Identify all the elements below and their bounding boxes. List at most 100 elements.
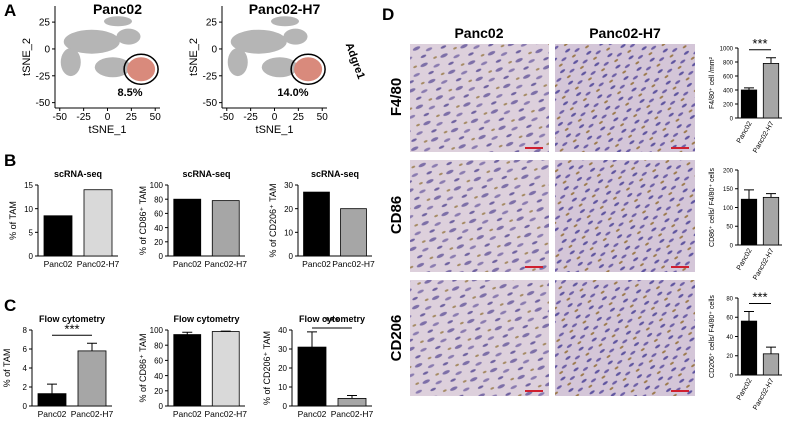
bar [762,196,780,246]
row-label: CD86 [388,196,405,234]
y-tick-label: 0 [289,252,294,261]
y-tick-label: 100 [723,206,734,212]
y-axis-label: % of TAM [2,349,12,388]
x-tick-label: 50 [150,112,162,123]
x-tick-label: Panc02-H7 [331,409,374,419]
y-tick-label: 0 [730,243,734,249]
chart-title: scRNA-seq [54,169,102,179]
cell-cluster [283,28,308,45]
error-bar [307,331,317,348]
x-tick-label: Panc02-H7 [752,247,776,281]
x-tick-label: -50 [220,112,235,123]
bar [303,191,330,257]
y-tick-label: 200 [723,102,734,108]
bar [211,200,240,257]
cell-cluster [261,57,298,78]
cell-cluster [60,48,81,77]
x-tick-label: Panc02-H7 [204,409,247,419]
micrograph [555,280,695,396]
bar [173,198,202,257]
bar [83,189,113,257]
y-tick-label: -50 [203,98,218,109]
x-tick-label: Panc02-H7 [752,377,776,411]
cell-cluster [104,16,132,27]
significance-label: *** [324,314,339,329]
y-axis-label: tSNE_2 [188,38,200,76]
column-label: Panc02-H7 [589,25,661,41]
y-tick-label: 800 [723,60,734,66]
micrograph [410,160,549,272]
chart-title: scRNA-seq [182,169,230,179]
y-tick-label: 40 [154,372,163,381]
x-tick-label: Panc02 [44,259,73,269]
y-tick-label: 0 [283,402,288,411]
cell-cluster [63,29,120,54]
y-tick-label: 0 [29,252,34,261]
y-axis-label: F4/80⁺ cell /mm² [709,56,716,109]
bar [43,215,73,257]
y-axis-label: % of CD206⁺ TAM [262,331,272,405]
y-tick-label: 20 [154,387,163,396]
y-tick-label: 20 [154,238,163,247]
panel-label: C [4,296,16,315]
y-tick-label: 400 [723,88,734,94]
y-tick-label: 10 [284,228,293,237]
cluster-outline [290,53,326,85]
bar [337,397,367,407]
x-tick-label: Panc02 [173,259,202,269]
y-tick-label: 10 [278,383,287,392]
y-tick-label: 60 [154,210,163,219]
y-tick-label: 0 [44,44,50,55]
x-tick-label: Panc02-H7 [204,259,247,269]
y-tick-label: 20 [284,205,293,214]
x-axis-label: tSNE_1 [256,124,294,136]
micrograph [555,160,695,272]
highlight-cluster [294,57,323,82]
annotation: 8.5% [117,87,142,99]
row-label: CD206 [388,315,405,362]
y-axis-label: % of CD86⁺ TAM [138,334,148,403]
error-bar [744,189,754,200]
y-tick-label: 6 [23,345,28,354]
chart-title: Panc02-H7 [249,1,321,17]
y-tick-label: 20 [726,354,733,360]
error-bar [744,310,754,322]
y-tick-label: 30 [278,345,287,354]
y-tick-label: -25 [203,71,218,82]
y-tick-label: 40 [278,326,287,335]
cell-cluster [116,28,141,45]
cluster-outline [123,53,159,85]
bar [740,89,758,119]
chart-title: Flow cytometry [39,314,105,324]
x-tick-label: 0 [105,112,111,123]
error-bar [766,346,776,354]
chart-title: scRNA-seq [311,169,359,179]
y-tick-label: 150 [723,187,734,193]
x-tick-label: Panc02 [302,259,331,269]
x-tick-label: Panc02 [38,409,67,419]
micrographs [410,44,695,396]
y-tick-label: 0 [159,252,164,261]
y-tick-label: 80 [726,296,733,302]
y-axis-label: CD86⁺ cells/ F4/80⁺ cells [709,168,716,247]
x-axis-label: tSNE_1 [89,124,127,136]
x-tick-label: -25 [243,112,258,123]
y-axis-label: % of CD86⁺ TAM [138,186,148,255]
x-tick-label: 50 [317,112,329,123]
annotation: 14.0% [277,87,308,99]
y-tick-label: 25 [206,18,218,29]
y-tick-label: 25 [39,18,51,29]
error-bar [347,395,357,399]
y-tick-label: 15 [24,181,33,190]
x-tick-label: Panc02 [736,120,754,144]
micrograph [555,44,695,152]
y-tick-label: 2 [23,383,28,392]
y-axis-label: tSNE_2 [21,38,33,76]
x-tick-label: Panc02 [736,377,754,401]
y-tick-label: 60 [726,316,733,322]
bar [211,331,240,407]
x-tick-label: 0 [272,112,278,123]
x-tick-label: 25 [126,112,138,123]
x-tick-label: Panc02 [736,247,754,271]
error-bar [47,383,57,394]
